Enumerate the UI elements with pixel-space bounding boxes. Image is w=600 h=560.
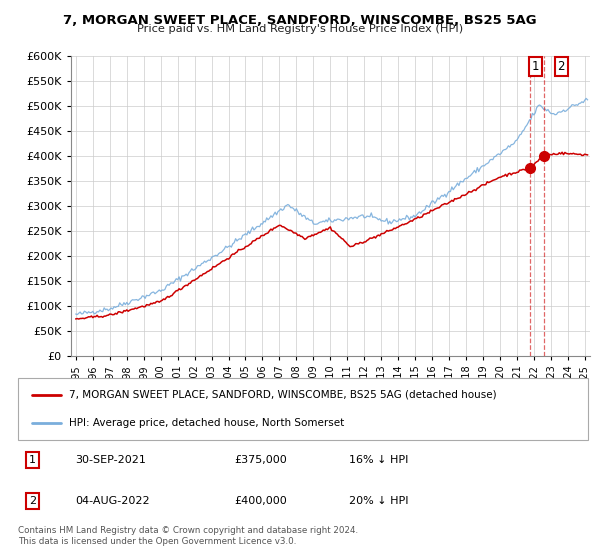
Text: Contains HM Land Registry data © Crown copyright and database right 2024.
This d: Contains HM Land Registry data © Crown c…: [18, 526, 358, 546]
Text: 7, MORGAN SWEET PLACE, SANDFORD, WINSCOMBE, BS25 5AG: 7, MORGAN SWEET PLACE, SANDFORD, WINSCOM…: [63, 14, 537, 27]
Text: 30-SEP-2021: 30-SEP-2021: [75, 455, 146, 465]
Text: £400,000: £400,000: [235, 496, 287, 506]
FancyBboxPatch shape: [18, 378, 588, 440]
Text: 1: 1: [29, 455, 36, 465]
Text: £375,000: £375,000: [235, 455, 287, 465]
Text: 16% ↓ HPI: 16% ↓ HPI: [349, 455, 408, 465]
Text: 20% ↓ HPI: 20% ↓ HPI: [349, 496, 408, 506]
Text: 04-AUG-2022: 04-AUG-2022: [75, 496, 149, 506]
Text: 1: 1: [532, 60, 539, 73]
Text: HPI: Average price, detached house, North Somerset: HPI: Average price, detached house, Nort…: [70, 418, 344, 428]
Text: 2: 2: [29, 496, 36, 506]
Text: 7, MORGAN SWEET PLACE, SANDFORD, WINSCOMBE, BS25 5AG (detached house): 7, MORGAN SWEET PLACE, SANDFORD, WINSCOM…: [70, 390, 497, 400]
Text: Price paid vs. HM Land Registry's House Price Index (HPI): Price paid vs. HM Land Registry's House …: [137, 24, 463, 34]
Text: 2: 2: [557, 60, 565, 73]
